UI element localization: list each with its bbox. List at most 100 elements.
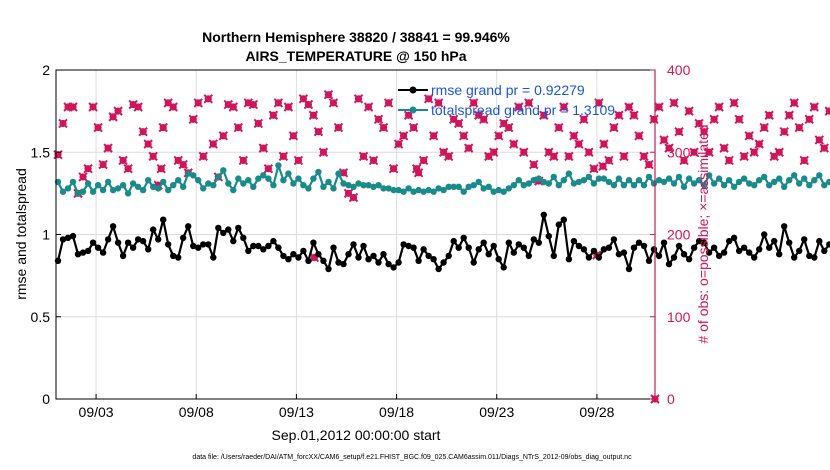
rmse-point-8: [94, 244, 102, 251]
totalspread-point-54: [325, 178, 332, 186]
totalspread-point-103: [570, 180, 578, 187]
obs-point-102: [564, 151, 574, 162]
totalspread-point-152: [816, 172, 823, 179]
totalspread-point-13: [119, 182, 127, 189]
totalspread-point-147: [791, 172, 798, 179]
obs-point-113: [619, 151, 629, 162]
x-tick-label-4: 09/23: [479, 404, 514, 420]
rmse-point-114: [625, 265, 633, 273]
rmse-point-37: [240, 234, 247, 241]
totalspread-point-112: [615, 175, 623, 182]
right-axis-ticks: 0 100 200 300 400: [650, 62, 691, 407]
totalspread-point-35: [230, 186, 237, 194]
rmse-point-75: [430, 256, 437, 263]
totalspread-point-96: [535, 175, 542, 182]
obs-point-104: [574, 139, 584, 149]
rmse-point-25: [180, 234, 187, 241]
obs-point-99-cross: [549, 151, 559, 162]
x-tick-label-3: 09/18: [379, 404, 414, 420]
rmse-point-103: [570, 237, 578, 245]
totalspread-point-145: [781, 183, 788, 190]
obs-point-91: [509, 139, 519, 149]
totalspread-point-108: [595, 175, 603, 182]
rmse-point-101: [560, 216, 567, 223]
totalspread-point-26: [185, 170, 192, 177]
obs-point-129: [699, 126, 709, 137]
totalspread-point-37: [240, 180, 247, 187]
totalspread-point-99: [550, 173, 557, 181]
obs-point-134-cross: [724, 155, 734, 166]
totalspread-point-123: [670, 180, 678, 187]
obs-point-149: [799, 155, 809, 166]
obs-point-39: [248, 99, 259, 110]
obs-point-36: [233, 122, 244, 133]
totalspread-point-131: [710, 180, 718, 187]
obs-point-55: [328, 98, 339, 108]
totalspread-point-151: [811, 177, 818, 184]
chart-title-line2: AIRS_TEMPERATURE @ 150 hPa: [245, 48, 466, 64]
rmse-point-98: [545, 232, 552, 240]
totalspread-point-143: [771, 178, 778, 186]
totalspread-point-73: [420, 188, 427, 195]
obs-point-142: [764, 110, 774, 120]
obs-point-124: [674, 126, 684, 137]
legend-spread-label: totalspread grand pr = 1.3109: [431, 102, 615, 118]
totalspread-point-59: [350, 183, 357, 190]
totalspread-point-27: [190, 172, 197, 179]
obs-point-122: [664, 143, 674, 153]
totalspread-point-97: [540, 178, 547, 186]
rmse-point-115: [630, 244, 638, 251]
obs-point-126-cross: [684, 106, 694, 116]
totalspread-point-44: [275, 162, 282, 169]
totalspread-point-52: [315, 168, 322, 176]
rmse-point-151: [811, 254, 818, 261]
obs-point-118: [644, 159, 654, 170]
rmse-point-17: [139, 237, 147, 245]
obs-low-point-0-cross: [156, 163, 166, 174]
obs-point-54-cross: [323, 89, 334, 100]
obs-point-127-cross: [689, 147, 699, 157]
obs-point-59-cross: [348, 192, 359, 203]
totalspread-point-3: [69, 178, 77, 186]
right-tick-label-1: 100: [667, 309, 691, 325]
x-tick-label-2: 09/13: [279, 404, 314, 420]
x-axis-ticks: 09/03 09/08 09/13 09/18 09/23 09/28: [79, 394, 615, 420]
rmse-point-102: [565, 256, 573, 263]
totalspread-point-122: [665, 175, 673, 182]
rmse-point-62: [365, 256, 372, 263]
obs-point-46-cross: [283, 102, 294, 112]
rmse-point-142: [766, 244, 773, 251]
totalspread-point-90: [505, 185, 512, 192]
obs-point-140: [754, 139, 764, 149]
rmse-point-112: [615, 251, 623, 258]
rmse-point-149: [801, 236, 808, 243]
rmse-point-5: [79, 249, 87, 256]
obs-point-68-cross: [393, 139, 404, 149]
obs-point-104-cross: [574, 139, 584, 149]
obs-point-132-cross: [714, 102, 724, 112]
legend-rmse-marker: [409, 86, 417, 94]
totalspread-point-16: [134, 183, 142, 190]
obs-point-61: [358, 151, 369, 162]
obs-point-44-cross: [273, 98, 284, 108]
obs-point-106: [584, 147, 594, 157]
obs-point-41-cross: [258, 143, 269, 153]
rmse-point-133: [720, 249, 728, 256]
obs-point-64-cross: [373, 114, 384, 125]
obs-point-136-cross: [734, 114, 744, 125]
obs-point-108-cross: [594, 98, 604, 108]
obs-point-102-cross: [564, 151, 574, 162]
totalspread-point-36: [235, 175, 242, 182]
totalspread-point-102: [565, 170, 573, 177]
rmse-point-20: [155, 236, 162, 243]
obs-point-56: [333, 122, 344, 133]
obs-point-68: [393, 139, 404, 149]
obs-point-50: [303, 99, 314, 110]
obs-point-114-cross: [624, 102, 634, 112]
rmse-point-53: [320, 257, 327, 264]
obs-point-136: [734, 114, 744, 125]
right-tick-label-4: 400: [667, 62, 691, 78]
totalspread-point-139: [751, 182, 758, 189]
right-tick-label-2: 200: [667, 227, 691, 243]
obs-point-8: [93, 122, 103, 133]
